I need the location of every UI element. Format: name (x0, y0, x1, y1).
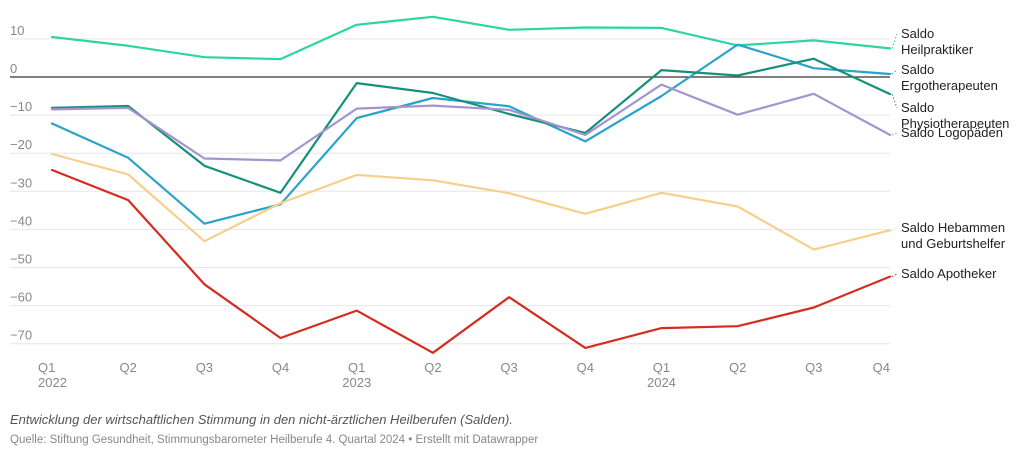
chart-caption: Entwicklung der wirtschaftlichen Stimmun… (10, 412, 513, 427)
series-line (50, 168, 892, 354)
y-tick-label: 0 (10, 61, 17, 76)
label-connector (891, 33, 898, 49)
label-connector (891, 69, 898, 75)
series-label: und Geburtshelfer (901, 236, 1006, 251)
series-label: Saldo (901, 26, 934, 41)
y-tick-label: −60 (10, 290, 32, 305)
series-label: Ergotherapeuten (901, 78, 998, 93)
x-tick-label: Q1 (38, 360, 55, 375)
y-tick-label: −30 (10, 175, 32, 190)
series-label: Saldo (901, 62, 934, 77)
x-tick-label: Q4 (272, 360, 289, 375)
y-tick-label: 10 (10, 23, 24, 38)
y-tick-label: −70 (10, 328, 32, 343)
x-tick-label: Q2 (120, 360, 137, 375)
label-connector (891, 132, 898, 136)
label-connector (891, 93, 898, 109)
x-tick-label: Q3 (805, 360, 822, 375)
chart-source: Quelle: Stiftung Gesundheit, Stimmungsba… (10, 434, 539, 446)
series-label: Saldo Logopäden (901, 125, 1003, 140)
series-label: Physiotherapeuten (901, 116, 1009, 131)
y-tick-label: −40 (10, 213, 32, 228)
x-tick-label: Q4 (873, 360, 890, 375)
series-line (50, 15, 892, 61)
series-line (50, 83, 892, 162)
series-line (50, 152, 892, 251)
series-line (50, 43, 892, 225)
series-label: Saldo Apotheker (901, 266, 997, 281)
x-tick-label: Q3 (500, 360, 517, 375)
x-tick-label: Q2 (424, 360, 441, 375)
x-tick-year-label: 2022 (38, 375, 67, 390)
y-tick-label: −20 (10, 137, 32, 152)
x-tick-label: Q2 (729, 360, 746, 375)
y-tick-label: −50 (10, 252, 32, 267)
series-lines (50, 15, 892, 354)
x-tick-label: Q1 (348, 360, 365, 375)
y-axis-ticks: 10 0 −10 −20 −30 −40 −50 −60 −70 (10, 23, 32, 343)
label-connector (891, 227, 898, 231)
label-connector (891, 273, 898, 278)
series-label: Saldo Hebammen (901, 220, 1005, 235)
x-tick-year-label: 2023 (342, 375, 371, 390)
series-line (50, 57, 892, 194)
x-tick-year-label: 2024 (647, 375, 676, 390)
x-tick-label: Q4 (577, 360, 594, 375)
x-tick-label: Q1 (653, 360, 670, 375)
y-tick-label: −10 (10, 99, 32, 114)
x-tick-label: Q3 (196, 360, 213, 375)
series-label: Saldo (901, 100, 934, 115)
series-label: Heilpraktiker (901, 42, 974, 57)
grid-lines (10, 38, 890, 345)
series-labels: SaldoHeilpraktikerSaldoErgotherapeutenSa… (891, 26, 1009, 281)
